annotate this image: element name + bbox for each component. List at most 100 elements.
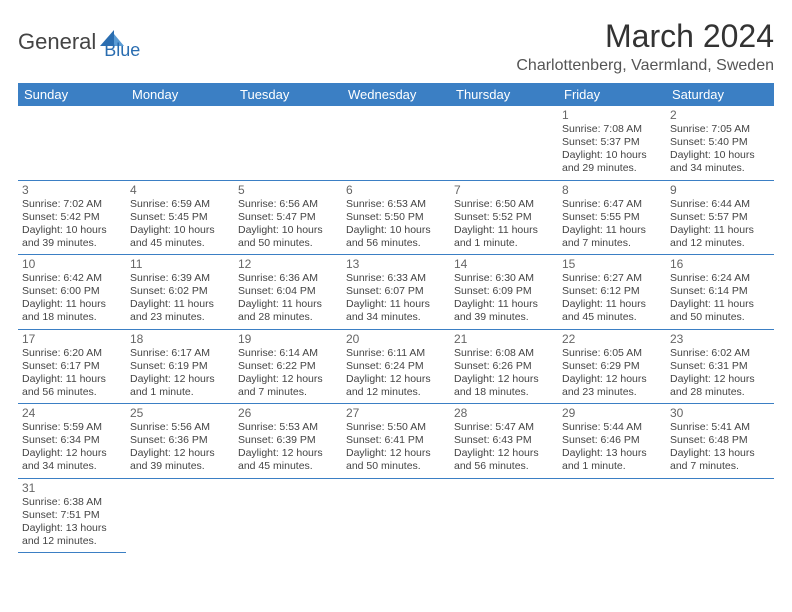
- day-number: 28: [454, 406, 554, 420]
- calendar-day-cell: 20Sunrise: 6:11 AMSunset: 6:24 PMDayligh…: [342, 329, 450, 404]
- day-number: 20: [346, 332, 446, 346]
- sunset-text: Sunset: 6:09 PM: [454, 285, 554, 298]
- calendar-table: Sunday Monday Tuesday Wednesday Thursday…: [18, 83, 774, 553]
- daylight-text: Daylight: 11 hours and 39 minutes.: [454, 298, 554, 324]
- calendar-day-cell: [126, 478, 234, 553]
- brand-part2: Blue: [104, 22, 140, 61]
- weekday-header: Wednesday: [342, 83, 450, 106]
- day-number: 7: [454, 183, 554, 197]
- calendar-day-cell: 14Sunrise: 6:30 AMSunset: 6:09 PMDayligh…: [450, 255, 558, 330]
- sunset-text: Sunset: 5:57 PM: [670, 211, 770, 224]
- day-info: Sunrise: 7:08 AMSunset: 5:37 PMDaylight:…: [562, 123, 662, 176]
- calendar-day-cell: 22Sunrise: 6:05 AMSunset: 6:29 PMDayligh…: [558, 329, 666, 404]
- day-info: Sunrise: 6:38 AMSunset: 7:51 PMDaylight:…: [22, 496, 122, 549]
- sunrise-text: Sunrise: 6:05 AM: [562, 347, 662, 360]
- calendar-day-cell: 25Sunrise: 5:56 AMSunset: 6:36 PMDayligh…: [126, 404, 234, 479]
- sunrise-text: Sunrise: 7:02 AM: [22, 198, 122, 211]
- daylight-text: Daylight: 12 hours and 12 minutes.: [346, 373, 446, 399]
- sunset-text: Sunset: 5:42 PM: [22, 211, 122, 224]
- sunset-text: Sunset: 6:00 PM: [22, 285, 122, 298]
- weekday-header: Monday: [126, 83, 234, 106]
- day-info: Sunrise: 6:50 AMSunset: 5:52 PMDaylight:…: [454, 198, 554, 251]
- day-info: Sunrise: 7:02 AMSunset: 5:42 PMDaylight:…: [22, 198, 122, 251]
- sunset-text: Sunset: 6:43 PM: [454, 434, 554, 447]
- calendar-week-row: 31Sunrise: 6:38 AMSunset: 7:51 PMDayligh…: [18, 478, 774, 553]
- day-number: 1: [562, 108, 662, 122]
- calendar-day-cell: 16Sunrise: 6:24 AMSunset: 6:14 PMDayligh…: [666, 255, 774, 330]
- sunrise-text: Sunrise: 6:02 AM: [670, 347, 770, 360]
- calendar-day-cell: 8Sunrise: 6:47 AMSunset: 5:55 PMDaylight…: [558, 180, 666, 255]
- calendar-day-cell: [126, 106, 234, 180]
- day-info: Sunrise: 6:05 AMSunset: 6:29 PMDaylight:…: [562, 347, 662, 400]
- calendar-day-cell: 9Sunrise: 6:44 AMSunset: 5:57 PMDaylight…: [666, 180, 774, 255]
- sunset-text: Sunset: 6:07 PM: [346, 285, 446, 298]
- day-info: Sunrise: 6:14 AMSunset: 6:22 PMDaylight:…: [238, 347, 338, 400]
- day-number: 4: [130, 183, 230, 197]
- calendar-week-row: 24Sunrise: 5:59 AMSunset: 6:34 PMDayligh…: [18, 404, 774, 479]
- calendar-day-cell: 6Sunrise: 6:53 AMSunset: 5:50 PMDaylight…: [342, 180, 450, 255]
- day-number: 19: [238, 332, 338, 346]
- sunset-text: Sunset: 6:24 PM: [346, 360, 446, 373]
- sunset-text: Sunset: 6:02 PM: [130, 285, 230, 298]
- sunrise-text: Sunrise: 5:41 AM: [670, 421, 770, 434]
- sunset-text: Sunset: 5:50 PM: [346, 211, 446, 224]
- day-number: 23: [670, 332, 770, 346]
- sunrise-text: Sunrise: 6:38 AM: [22, 496, 122, 509]
- sunrise-text: Sunrise: 7:05 AM: [670, 123, 770, 136]
- calendar-day-cell: 1Sunrise: 7:08 AMSunset: 5:37 PMDaylight…: [558, 106, 666, 180]
- daylight-text: Daylight: 12 hours and 28 minutes.: [670, 373, 770, 399]
- daylight-text: Daylight: 12 hours and 7 minutes.: [238, 373, 338, 399]
- calendar-day-cell: [234, 106, 342, 180]
- sunset-text: Sunset: 6:34 PM: [22, 434, 122, 447]
- calendar-day-cell: [450, 106, 558, 180]
- brand-logo: General Blue: [18, 18, 140, 61]
- calendar-day-cell: 24Sunrise: 5:59 AMSunset: 6:34 PMDayligh…: [18, 404, 126, 479]
- calendar-day-cell: 21Sunrise: 6:08 AMSunset: 6:26 PMDayligh…: [450, 329, 558, 404]
- day-number: 10: [22, 257, 122, 271]
- weekday-header: Thursday: [450, 83, 558, 106]
- day-info: Sunrise: 6:30 AMSunset: 6:09 PMDaylight:…: [454, 272, 554, 325]
- calendar-day-cell: 23Sunrise: 6:02 AMSunset: 6:31 PMDayligh…: [666, 329, 774, 404]
- calendar-day-cell: [342, 106, 450, 180]
- calendar-day-cell: 12Sunrise: 6:36 AMSunset: 6:04 PMDayligh…: [234, 255, 342, 330]
- brand-part1: General: [18, 29, 96, 55]
- weekday-header: Tuesday: [234, 83, 342, 106]
- sunset-text: Sunset: 5:45 PM: [130, 211, 230, 224]
- daylight-text: Daylight: 12 hours and 18 minutes.: [454, 373, 554, 399]
- weekday-header: Saturday: [666, 83, 774, 106]
- daylight-text: Daylight: 10 hours and 39 minutes.: [22, 224, 122, 250]
- day-number: 13: [346, 257, 446, 271]
- weekday-header: Friday: [558, 83, 666, 106]
- daylight-text: Daylight: 11 hours and 56 minutes.: [22, 373, 122, 399]
- sunset-text: Sunset: 5:52 PM: [454, 211, 554, 224]
- sunset-text: Sunset: 6:31 PM: [670, 360, 770, 373]
- sunset-text: Sunset: 6:17 PM: [22, 360, 122, 373]
- sunrise-text: Sunrise: 7:08 AM: [562, 123, 662, 136]
- sunrise-text: Sunrise: 6:56 AM: [238, 198, 338, 211]
- day-number: 6: [346, 183, 446, 197]
- sunrise-text: Sunrise: 6:33 AM: [346, 272, 446, 285]
- calendar-day-cell: 5Sunrise: 6:56 AMSunset: 5:47 PMDaylight…: [234, 180, 342, 255]
- sunrise-text: Sunrise: 5:50 AM: [346, 421, 446, 434]
- sunrise-text: Sunrise: 6:14 AM: [238, 347, 338, 360]
- sunrise-text: Sunrise: 6:08 AM: [454, 347, 554, 360]
- day-info: Sunrise: 6:59 AMSunset: 5:45 PMDaylight:…: [130, 198, 230, 251]
- day-number: 21: [454, 332, 554, 346]
- day-info: Sunrise: 6:20 AMSunset: 6:17 PMDaylight:…: [22, 347, 122, 400]
- weekday-header-row: Sunday Monday Tuesday Wednesday Thursday…: [18, 83, 774, 106]
- day-info: Sunrise: 6:24 AMSunset: 6:14 PMDaylight:…: [670, 272, 770, 325]
- calendar-day-cell: 30Sunrise: 5:41 AMSunset: 6:48 PMDayligh…: [666, 404, 774, 479]
- calendar-day-cell: 2Sunrise: 7:05 AMSunset: 5:40 PMDaylight…: [666, 106, 774, 180]
- day-number: 30: [670, 406, 770, 420]
- day-number: 15: [562, 257, 662, 271]
- calendar-day-cell: 19Sunrise: 6:14 AMSunset: 6:22 PMDayligh…: [234, 329, 342, 404]
- calendar-day-cell: 17Sunrise: 6:20 AMSunset: 6:17 PMDayligh…: [18, 329, 126, 404]
- sunset-text: Sunset: 6:46 PM: [562, 434, 662, 447]
- sunrise-text: Sunrise: 6:11 AM: [346, 347, 446, 360]
- day-info: Sunrise: 6:44 AMSunset: 5:57 PMDaylight:…: [670, 198, 770, 251]
- sunset-text: Sunset: 6:41 PM: [346, 434, 446, 447]
- day-info: Sunrise: 5:41 AMSunset: 6:48 PMDaylight:…: [670, 421, 770, 474]
- calendar-body: 1Sunrise: 7:08 AMSunset: 5:37 PMDaylight…: [18, 106, 774, 553]
- day-number: 11: [130, 257, 230, 271]
- calendar-day-cell: 27Sunrise: 5:50 AMSunset: 6:41 PMDayligh…: [342, 404, 450, 479]
